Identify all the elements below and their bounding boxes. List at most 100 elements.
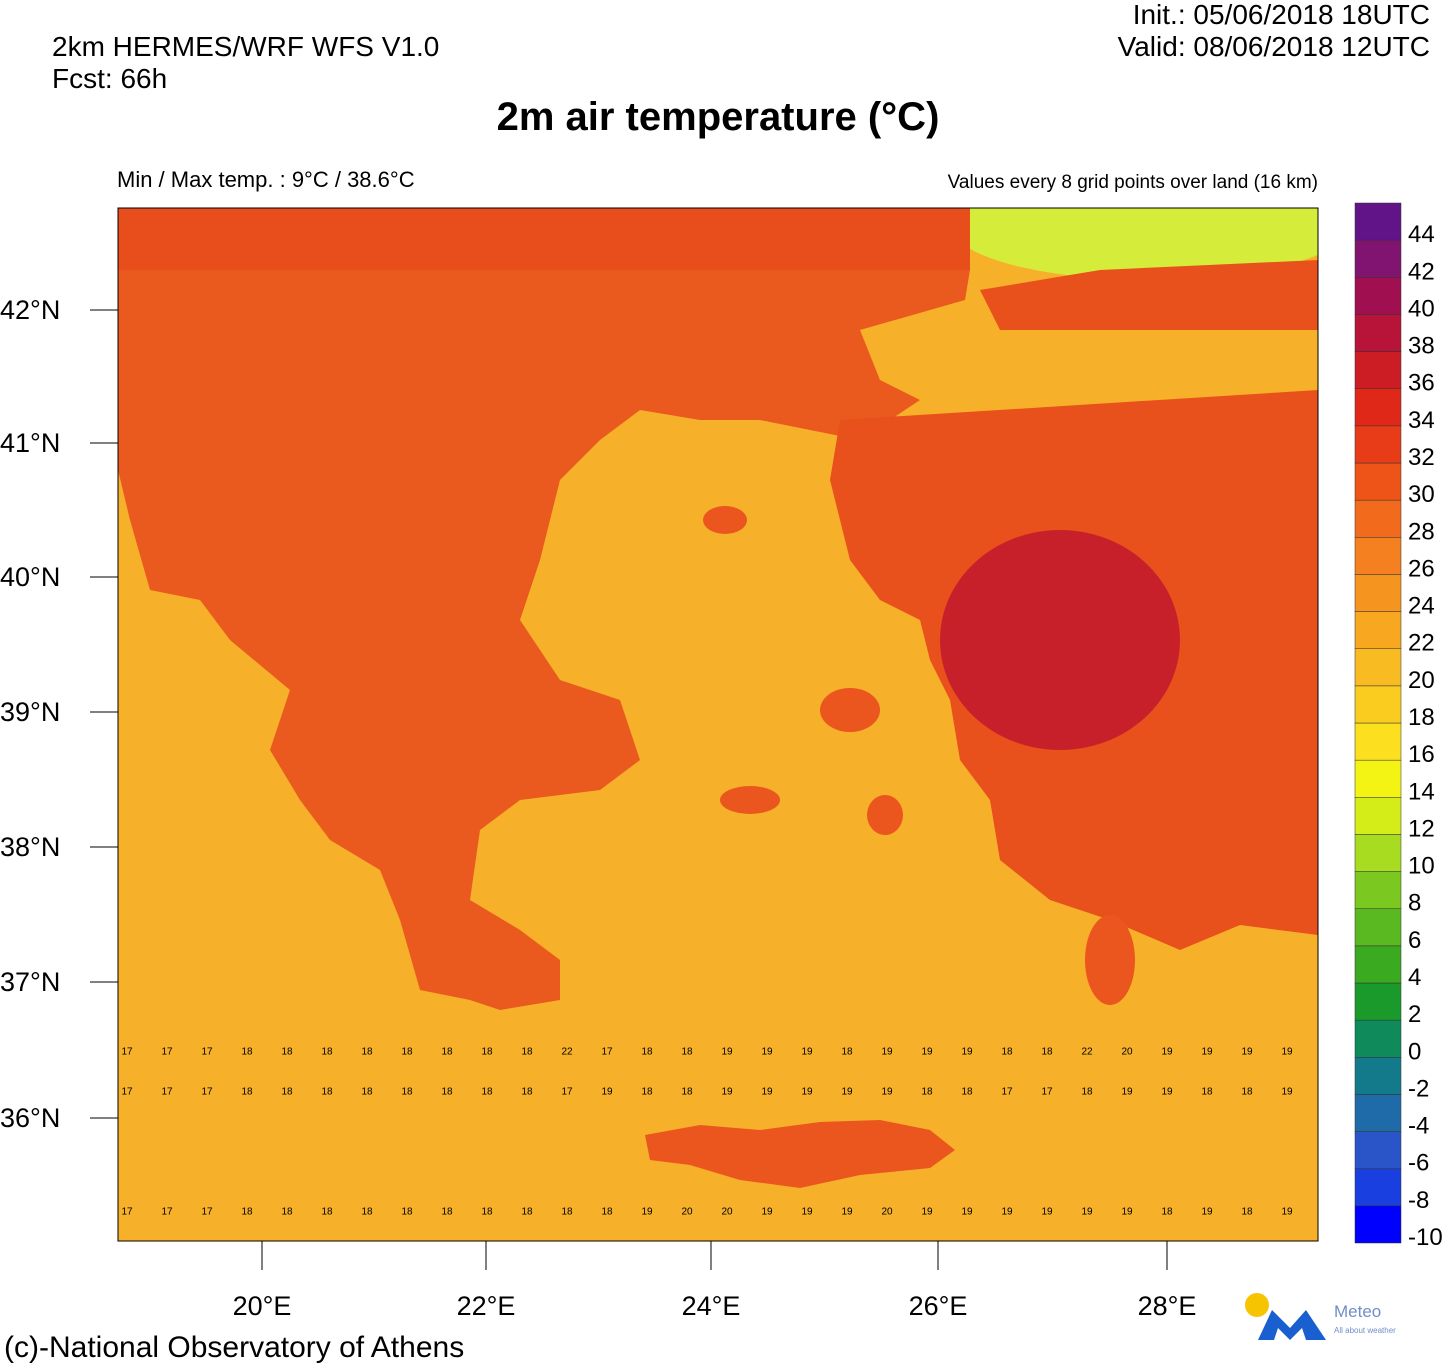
grid-value: 19 <box>881 1047 893 1058</box>
grid-value: 17 <box>161 1047 173 1058</box>
colorbar-label: 28 <box>1408 518 1435 545</box>
colorbar-box <box>1354 797 1402 835</box>
grid-value: 19 <box>1161 1047 1173 1058</box>
lon-label: 28°E <box>1138 1291 1197 1321</box>
grid-value: 18 <box>401 1207 413 1218</box>
grid-value: 20 <box>681 1207 693 1218</box>
colorbar-box <box>1354 277 1402 315</box>
axes: 42°N 41°N 40°N 39°N 38°N 37°N 36°N 20°E 22°E 24°E… <box>0 295 1196 1321</box>
colorbar-box <box>1354 1168 1402 1207</box>
colorbar-box <box>1354 1205 1402 1244</box>
colorbar-box <box>1354 202 1402 241</box>
colorbar-label: 36 <box>1408 370 1435 397</box>
grid-value: 18 <box>441 1047 453 1058</box>
grid-value: 18 <box>481 1207 493 1218</box>
colorbar: -10-8-6-4-202468101214161820222426283032… <box>1354 202 1443 1251</box>
grid-value: 18 <box>1001 1047 1013 1058</box>
grid-value: 19 <box>1041 1207 1053 1218</box>
grid-value: 18 <box>1041 1047 1053 1058</box>
colorbar-box <box>1354 648 1402 687</box>
crete <box>645 1120 955 1188</box>
grid-value: 18 <box>561 1207 573 1218</box>
grid-value: 18 <box>361 1207 373 1218</box>
colorbar-label: 44 <box>1408 221 1435 248</box>
colorbar-box <box>1354 462 1402 501</box>
lat-label: 42°N <box>0 295 60 325</box>
colorbar-label: 8 <box>1408 890 1421 917</box>
grid-value: 18 <box>281 1047 293 1058</box>
land-west <box>118 270 970 1010</box>
colorbar-label: 16 <box>1408 741 1435 768</box>
grid-value: 18 <box>321 1207 333 1218</box>
grid-value: 17 <box>161 1207 173 1218</box>
title: 2m air temperature (°C) <box>497 95 940 139</box>
grid-value: 17 <box>121 1087 133 1098</box>
grid-value: 18 <box>321 1087 333 1098</box>
grid-value: 18 <box>921 1087 933 1098</box>
colorbar-label: 34 <box>1408 407 1435 434</box>
grid-value: 18 <box>601 1207 613 1218</box>
grid-value: 19 <box>801 1207 813 1218</box>
grid-value: 18 <box>1201 1087 1213 1098</box>
grid-value: 19 <box>961 1047 973 1058</box>
grid-value: 18 <box>641 1087 653 1098</box>
grid-value: 19 <box>1161 1087 1173 1098</box>
grid-value: 17 <box>561 1087 573 1098</box>
colorbar-label: 42 <box>1408 258 1435 285</box>
note: Values every 8 grid points over land (16… <box>948 172 1318 193</box>
grid-value: 20 <box>721 1207 733 1218</box>
grid-value: 19 <box>1001 1207 1013 1218</box>
colorbar-box <box>1354 982 1402 1021</box>
colorbar-label: 0 <box>1408 1038 1421 1065</box>
colorbar-box <box>1354 351 1402 389</box>
grid-value: 19 <box>801 1087 813 1098</box>
grid-value: 18 <box>1161 1207 1173 1218</box>
grid-value: 22 <box>1081 1047 1093 1058</box>
grid-value: 18 <box>681 1087 693 1098</box>
grid-value: 18 <box>281 1207 293 1218</box>
grid-value: 18 <box>241 1087 253 1098</box>
grid-value: 18 <box>1241 1087 1253 1098</box>
colorbar-label: -2 <box>1408 1075 1429 1102</box>
grid-value: 18 <box>641 1047 653 1058</box>
colorbar-label: 30 <box>1408 481 1435 508</box>
grid-value: 19 <box>1121 1207 1133 1218</box>
grid-value: 18 <box>1081 1087 1093 1098</box>
colorbar-box <box>1354 314 1402 352</box>
colorbar-label: 40 <box>1408 295 1435 322</box>
grid-value: 18 <box>241 1047 253 1058</box>
logo: Meteo All about weather <box>1245 1293 1396 1340</box>
lon-label: 26°E <box>909 1291 968 1321</box>
grid-values: 17 17 17 18 18 18 18 18 18 18 18 22 17 18 18 19 19 19 18 19… <box>121 1047 1293 1218</box>
colorbar-box <box>1354 834 1402 872</box>
lat-label: 39°N <box>0 697 60 727</box>
grid-value: 18 <box>521 1207 533 1218</box>
lon-label: 22°E <box>457 1291 516 1321</box>
colorbar-box <box>1354 759 1402 798</box>
init-time: Init.: 05/06/2018 18UTC <box>1133 0 1430 30</box>
grid-value: 19 <box>921 1207 933 1218</box>
grid-value: 19 <box>961 1207 973 1218</box>
grid-value: 18 <box>281 1087 293 1098</box>
grid-value: 19 <box>1281 1087 1293 1098</box>
colorbar-box <box>1354 1057 1402 1095</box>
land-north <box>118 208 970 270</box>
grid-value: 22 <box>561 1047 573 1058</box>
footer: (c)-National Observatory of Athens <box>4 1331 464 1364</box>
colorbar-label: -10 <box>1408 1224 1443 1251</box>
colorbar-box <box>1354 611 1402 649</box>
grid-value: 19 <box>721 1087 733 1098</box>
colorbar-box <box>1354 574 1402 612</box>
grid-value: 19 <box>761 1087 773 1098</box>
grid-value: 19 <box>1281 1047 1293 1058</box>
map: 17 17 17 18 18 18 18 18 18 18 18 22 17 18 18 19 19 19 18 19… <box>0 207 1319 1321</box>
colorbar-label: 20 <box>1408 667 1435 694</box>
colorbar-box <box>1354 499 1402 538</box>
grid-value: 19 <box>1201 1047 1213 1058</box>
logo-name: Meteo <box>1334 1302 1381 1321</box>
colorbar-box <box>1354 908 1402 947</box>
grid-value: 18 <box>401 1047 413 1058</box>
grid-value: 19 <box>801 1047 813 1058</box>
logo-mark <box>1258 1310 1326 1340</box>
colorbar-label: 10 <box>1408 853 1435 880</box>
